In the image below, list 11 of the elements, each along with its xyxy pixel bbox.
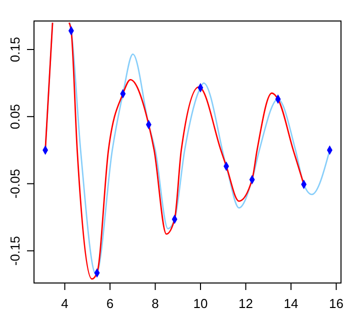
x-tick-label: 12 — [238, 296, 253, 312]
y-tick-label: -0.15 — [7, 236, 22, 266]
x-tick-label: 16 — [329, 296, 344, 312]
x-tick-label: 14 — [284, 296, 298, 312]
y-tick-label: -0.05 — [7, 168, 22, 199]
x-tick-label: 6 — [106, 296, 114, 312]
y-tick-label: 0.15 — [7, 36, 22, 62]
y-tick-label: 0.05 — [7, 104, 22, 130]
x-tick-label: 10 — [193, 296, 208, 312]
x-tick-label: 4 — [61, 296, 68, 312]
x-tick-label: 8 — [152, 296, 159, 312]
